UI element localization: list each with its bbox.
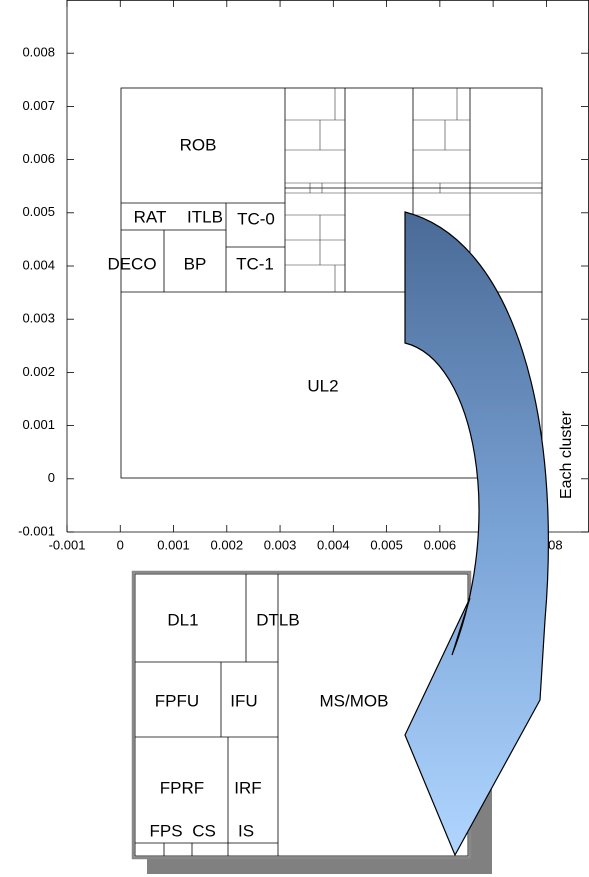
block-label: FPFU xyxy=(155,691,199,710)
y-tick-label: 0.004 xyxy=(22,257,55,272)
y-tick-label: 0.001 xyxy=(22,417,55,432)
y-tick-label: 0.008 xyxy=(22,45,55,60)
x-tick-label: 0.001 xyxy=(157,537,190,552)
y-tick-label: -0.001 xyxy=(18,523,55,538)
block-label: DL1 xyxy=(167,610,198,629)
floorplan-labels: ROB RAT ITLB TC-0 DECO BP TC-1 UL2 xyxy=(107,135,338,395)
block-label: UL2 xyxy=(307,376,338,395)
y-tick-label: 0.006 xyxy=(22,151,55,166)
y-tick-label: 0.007 xyxy=(22,98,55,113)
x-tick-label: 0.002 xyxy=(211,537,244,552)
block-label: IS xyxy=(238,821,254,840)
block-label: DTLB xyxy=(256,610,299,629)
x-tick-label: 0.003 xyxy=(264,537,297,552)
y-tick-label: 0.002 xyxy=(22,364,55,379)
y-tick-label: 0 xyxy=(48,470,55,485)
block-label: ITLB xyxy=(187,207,223,226)
block-label: FPS xyxy=(149,821,182,840)
x-tick-label: 0.006 xyxy=(424,537,457,552)
x-tick-label: -0.001 xyxy=(49,537,86,552)
y-tick-label: 0.003 xyxy=(22,311,55,326)
block-label: FPRF xyxy=(160,778,204,797)
block-label: RAT xyxy=(134,207,167,226)
x-tick-label: 0.005 xyxy=(370,537,403,552)
x-tick-label: 0 xyxy=(117,537,124,552)
figure: -0.001 0 0.001 0.002 0.003 0.004 0.005 0.006 0.0… xyxy=(0,0,589,877)
zoom-arrow xyxy=(405,212,548,855)
block-label: TC-1 xyxy=(236,254,274,273)
block-label: DECO xyxy=(107,254,156,273)
block-label: IRF xyxy=(234,778,261,797)
block-label: CS xyxy=(192,821,216,840)
y-tick-label: 0.005 xyxy=(22,204,55,219)
block-label: ROB xyxy=(180,135,217,154)
x-tick-label: 0.004 xyxy=(317,537,350,552)
block-label: BP xyxy=(184,254,207,273)
block-label: MS/MOB xyxy=(320,691,389,710)
annotation: Each cluster xyxy=(558,410,575,499)
block-label: IFU xyxy=(230,691,257,710)
block-label: TC-0 xyxy=(237,209,275,228)
